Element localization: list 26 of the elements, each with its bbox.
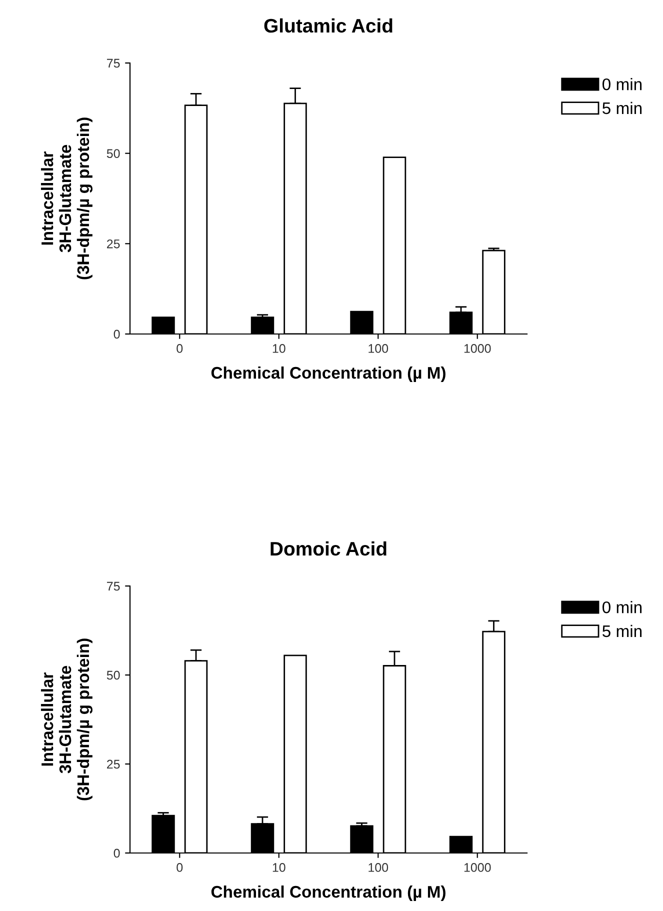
y-tick-label: 25: [107, 239, 120, 248]
legend-label: 5 min: [602, 624, 642, 638]
x-axis-title: Chemical Concentration (µ M): [211, 885, 446, 902]
y-axis-title: Intracellular 3H-Glutamate (3H-dpm/µ g protein): [40, 118, 92, 280]
y-tick-label: 75: [107, 582, 120, 591]
y-tick-label: 50: [106, 670, 120, 680]
x-tick-label: 0: [176, 344, 183, 353]
x-tick-label: 1000: [464, 344, 491, 353]
x-tick-label: 100: [368, 863, 388, 872]
legend-label: 5 min: [602, 102, 642, 114]
legend-label: 0 min: [602, 78, 642, 90]
y-tick-label: 0: [114, 330, 120, 339]
y-tick-label: 75: [107, 58, 120, 68]
x-tick-label: 1000: [464, 863, 491, 872]
y-tick-label: 50: [106, 149, 120, 158]
x-tick-label: 100: [368, 344, 388, 353]
x-tick-label: 10: [272, 344, 286, 353]
y-tick-label: 0: [114, 848, 120, 858]
legend-label: 0 min: [602, 601, 642, 614]
x-tick-label: 0: [176, 863, 183, 872]
x-tick-label: 10: [272, 863, 286, 872]
y-tick-label: 25: [107, 760, 120, 769]
chart-title: Glutamic Acid: [264, 18, 392, 33]
chart-title: Domoic Acid: [270, 541, 386, 556]
y-axis-title: Intracellular 3H-Glutamate (3H-dpm/µ g protein): [40, 638, 92, 800]
x-axis-title: Chemical Concentration (µ M): [211, 366, 446, 382]
